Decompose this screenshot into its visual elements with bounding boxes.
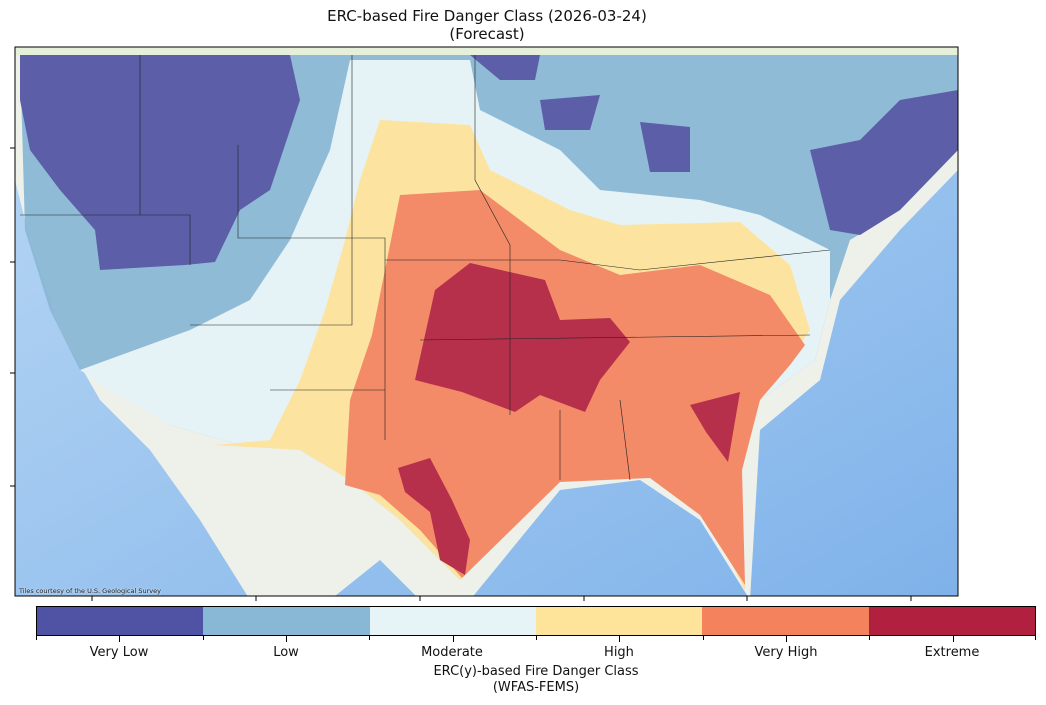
colorbar-label-moderate: Moderate xyxy=(421,645,483,660)
colorbar-boundary-tick xyxy=(369,636,371,640)
attribution: Tiles courtesy of the U.S. Geological Su… xyxy=(19,587,161,595)
colorbar-label-high: High xyxy=(604,645,634,660)
title-line2: (Forecast) xyxy=(449,25,525,43)
colorbar-center-tick xyxy=(786,636,787,642)
region-very-low-mi-up xyxy=(540,95,600,130)
colorbar-center-tick xyxy=(452,636,454,642)
map-frame xyxy=(14,46,959,597)
colorbar-boundary-tick xyxy=(869,636,871,640)
region-very-low-mn xyxy=(470,55,540,80)
region-very-low-nw xyxy=(20,55,300,270)
colorbar-label-very-low: Very Low xyxy=(89,645,149,660)
colorbar-label-very-high: Very High xyxy=(754,645,818,660)
region-extreme-carolina xyxy=(690,392,740,462)
region-extreme-central xyxy=(415,263,630,412)
colorbar-boundary-tick xyxy=(36,636,37,640)
colorbar-moderate xyxy=(369,607,536,635)
colorbar-title-line1: ERC(y)-based Fire Danger Class xyxy=(433,664,639,679)
state-borders xyxy=(20,55,831,481)
colorbar-very-high xyxy=(702,607,869,635)
region-very-low-ne xyxy=(810,90,958,235)
colorbar-label-low: Low xyxy=(273,645,299,660)
colorbar-center-tick xyxy=(286,636,287,642)
region-very-low-mi xyxy=(640,122,690,172)
colorbar-label-extreme: Extreme xyxy=(924,645,980,660)
map-title: ERC-based Fire Danger Class (2026-03-24)… xyxy=(0,7,974,43)
title-line1: ERC-based Fire Danger Class (2026-03-24) xyxy=(327,7,647,25)
colorbar-low xyxy=(203,607,370,635)
colorbar-center-tick xyxy=(119,636,121,642)
colorbar-very-low xyxy=(37,607,204,635)
colorbar-boundary-tick xyxy=(202,636,204,640)
colorbar xyxy=(36,606,1036,636)
colorbar-boundary-tick xyxy=(536,636,537,640)
colorbar-center-tick xyxy=(619,636,621,642)
region-extreme-texas xyxy=(398,458,470,575)
colorbar-boundary-tick xyxy=(1035,636,1036,640)
colorbar-boundary-tick xyxy=(702,636,704,640)
axis-ticks xyxy=(10,147,912,601)
colorbar-extreme xyxy=(868,607,1035,635)
colorbar-title: ERC(y)-based Fire Danger Class (WFAS-FEM… xyxy=(36,664,1036,696)
colorbar-center-tick xyxy=(952,636,954,642)
colorbar-title-line2: (WFAS-FEMS) xyxy=(492,680,580,695)
colorbar-high xyxy=(535,607,703,635)
